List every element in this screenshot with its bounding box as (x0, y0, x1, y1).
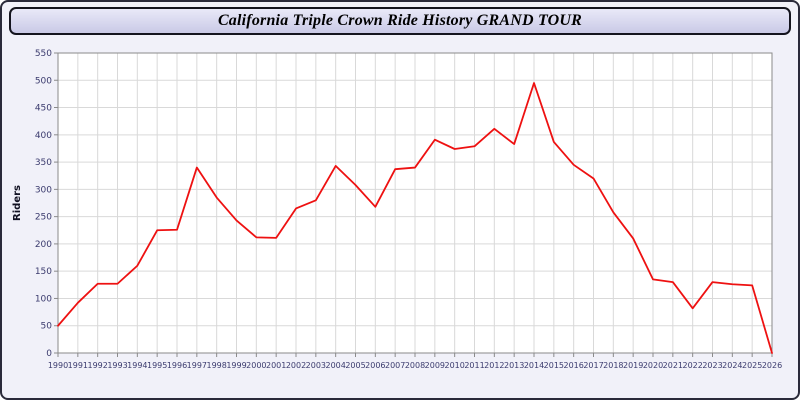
svg-text:2005: 2005 (345, 361, 365, 370)
svg-text:550: 550 (35, 49, 52, 59)
svg-text:150: 150 (35, 267, 52, 277)
svg-text:2025: 2025 (742, 361, 762, 370)
svg-text:2020: 2020 (643, 361, 663, 370)
svg-text:1992: 1992 (87, 361, 107, 370)
svg-text:2008: 2008 (405, 361, 425, 370)
svg-text:2010: 2010 (444, 361, 464, 370)
svg-text:2023: 2023 (702, 361, 722, 370)
svg-text:1998: 1998 (206, 361, 226, 370)
svg-text:1993: 1993 (107, 361, 127, 370)
riders-series-line (57, 82, 773, 354)
svg-text:1990: 1990 (48, 361, 68, 370)
svg-text:2007: 2007 (385, 361, 405, 370)
svg-text:450: 450 (35, 104, 52, 114)
svg-text:2012: 2012 (484, 361, 504, 370)
chart-title-bar: California Triple Crown Ride History GRA… (9, 7, 791, 35)
svg-text:2004: 2004 (325, 361, 345, 370)
svg-text:250: 250 (35, 213, 52, 223)
svg-text:350: 350 (35, 158, 52, 168)
svg-text:2018: 2018 (603, 361, 623, 370)
svg-text:100: 100 (35, 294, 52, 304)
svg-text:200: 200 (35, 240, 52, 250)
svg-text:2017: 2017 (583, 361, 603, 370)
svg-text:300: 300 (35, 185, 52, 195)
svg-text:2011: 2011 (464, 361, 484, 370)
svg-text:1991: 1991 (68, 361, 88, 370)
x-axis-labels: 1990 1991 1992 1993 1994 1995 1996 1997 1998 1999… (48, 353, 782, 370)
svg-text:2021: 2021 (663, 361, 683, 370)
svg-text:2016: 2016 (563, 361, 583, 370)
y-axis-title: Riders (12, 185, 23, 221)
svg-text:2009: 2009 (425, 361, 445, 370)
svg-text:1995: 1995 (147, 361, 167, 370)
svg-text:2022: 2022 (682, 361, 702, 370)
svg-text:2026: 2026 (762, 361, 782, 370)
svg-text:2015: 2015 (544, 361, 564, 370)
svg-text:1996: 1996 (167, 361, 187, 370)
grid-lines (57, 52, 773, 354)
svg-text:400: 400 (35, 131, 52, 141)
svg-text:2003: 2003 (306, 361, 326, 370)
svg-text:1999: 1999 (226, 361, 246, 370)
svg-text:1997: 1997 (187, 361, 207, 370)
svg-text:2024: 2024 (722, 361, 742, 370)
svg-text:2013: 2013 (504, 361, 524, 370)
svg-text:2000: 2000 (246, 361, 266, 370)
svg-text:2006: 2006 (365, 361, 385, 370)
svg-text:2001: 2001 (266, 361, 286, 370)
svg-text:500: 500 (35, 76, 52, 86)
svg-text:2014: 2014 (524, 361, 544, 370)
chart-title: California Triple Crown Ride History GRA… (217, 12, 583, 29)
svg-text:2019: 2019 (623, 361, 643, 370)
svg-text:0: 0 (46, 349, 52, 359)
svg-text:2002: 2002 (286, 361, 306, 370)
y-axis-labels: 0 50 100 150 200 250 300 350 400 450 500 550 (35, 49, 58, 359)
chart-panel: 0 50 100 150 200 250 300 350 400 450 500 550 1990 199… (8, 39, 792, 391)
svg-text:1994: 1994 (127, 361, 147, 370)
svg-text:50: 50 (41, 322, 53, 332)
